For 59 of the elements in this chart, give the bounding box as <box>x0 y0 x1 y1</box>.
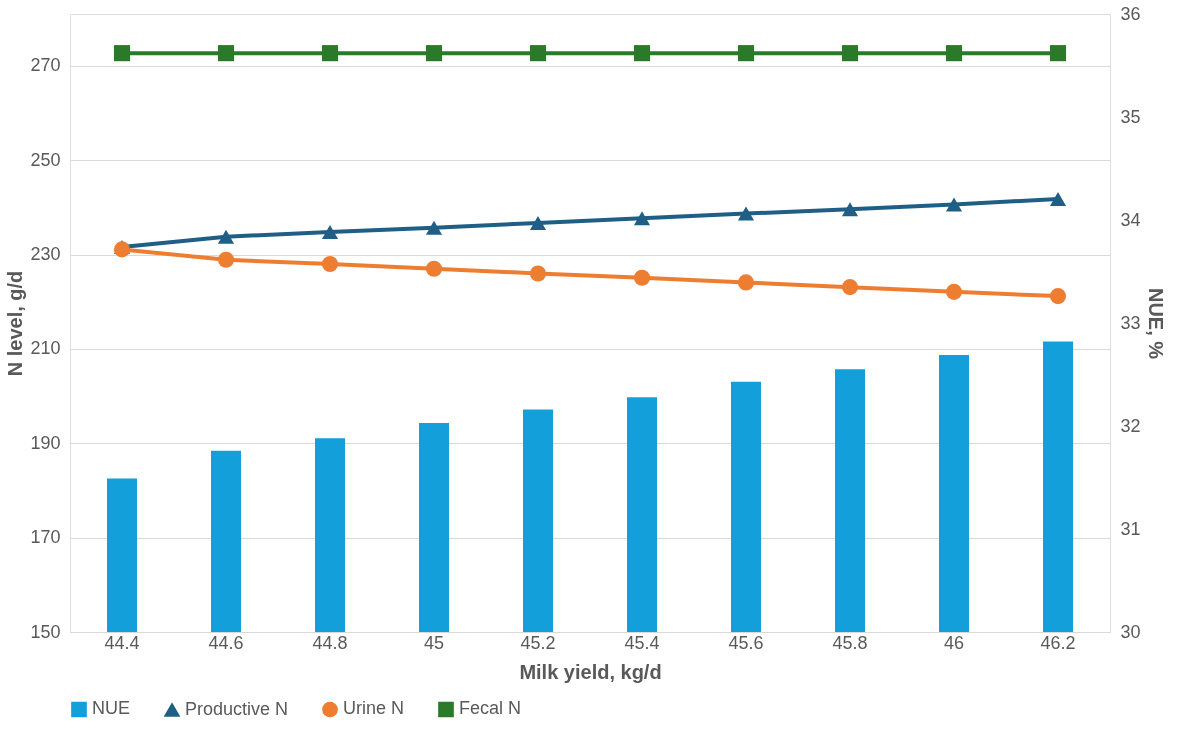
y2-tick-label: 36 <box>1120 3 1141 24</box>
x-tick-label: 45.4 <box>624 632 660 653</box>
point <box>945 45 963 62</box>
x-tick-label: 45.8 <box>832 632 868 653</box>
x-tick-label: 45.2 <box>520 632 556 653</box>
point <box>529 216 547 230</box>
point <box>425 220 443 235</box>
point <box>217 229 235 244</box>
point <box>737 206 755 221</box>
point <box>945 283 963 300</box>
point <box>1049 288 1067 305</box>
point <box>425 45 443 62</box>
point <box>217 251 235 268</box>
y-tick-label: 270 <box>30 55 61 76</box>
y-tick-label: 150 <box>30 621 61 642</box>
x-tick-label: 46 <box>943 632 965 653</box>
y2-tick-label: 33 <box>1120 312 1141 333</box>
y-tick-label: 210 <box>30 338 61 359</box>
legend-label: Urine N <box>343 698 405 719</box>
legend-label: NUE <box>92 698 131 719</box>
x-tick-label: 46.2 <box>1040 632 1076 653</box>
x-tick-label: 44.6 <box>208 632 244 653</box>
y2-tick-label: 34 <box>1120 209 1141 230</box>
point <box>841 279 859 296</box>
point <box>321 255 339 273</box>
point <box>321 224 339 239</box>
x-axis-title: Milk yield, kg/d <box>519 660 662 683</box>
y-tick-label: 170 <box>30 527 61 548</box>
x-tick-label: 45 <box>423 632 445 653</box>
point <box>113 45 131 62</box>
legend-label: Fecal N <box>459 698 522 719</box>
y2-tick-label: 30 <box>1120 621 1141 642</box>
point <box>841 202 859 217</box>
point <box>633 211 651 226</box>
point <box>529 45 547 62</box>
point <box>737 45 755 62</box>
point <box>529 265 547 282</box>
y2-tick-label: 32 <box>1120 415 1141 436</box>
y-tick-label: 190 <box>30 432 61 453</box>
point <box>321 45 339 62</box>
y2-axis-title: NUE, % <box>1144 287 1167 360</box>
point <box>1049 45 1067 62</box>
point <box>633 45 651 62</box>
x-tick-label: 44.4 <box>104 632 140 653</box>
point <box>1049 191 1067 206</box>
y2-tick-label: 35 <box>1120 106 1141 127</box>
point <box>737 274 755 291</box>
legend-label: Productive N <box>185 698 289 719</box>
y-axis-title: N level, g/d <box>4 270 27 377</box>
x-tick-label: 45.6 <box>728 632 764 653</box>
point <box>633 269 651 286</box>
point <box>217 45 235 62</box>
point <box>945 197 963 212</box>
y-tick-label: 230 <box>30 244 61 265</box>
y2-tick-label: 31 <box>1120 518 1141 539</box>
point <box>841 45 859 62</box>
x-tick-label: 44.8 <box>312 632 348 653</box>
y-tick-label: 250 <box>30 149 61 170</box>
point <box>425 260 443 277</box>
